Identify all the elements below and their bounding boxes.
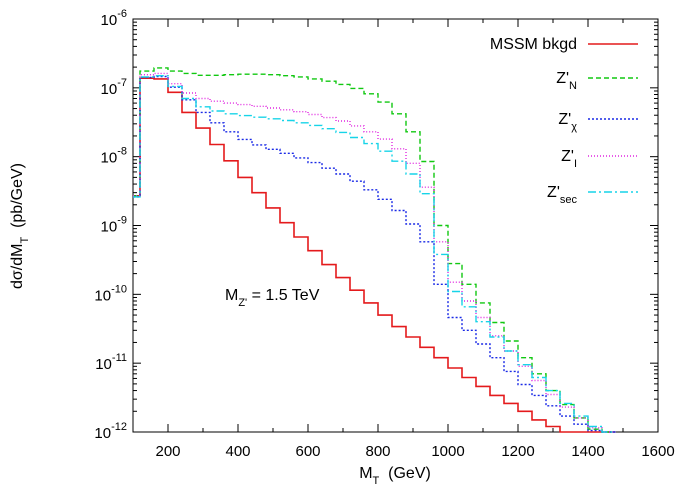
legend-label-sub: N: [569, 80, 577, 92]
mass-annotation-main: M: [225, 287, 238, 304]
legend-label-sub: χ: [571, 121, 577, 133]
legend-label: Z'sec: [547, 184, 577, 206]
legend-label-main: MSSM bkgd: [490, 36, 577, 53]
y-tick-exponent: -7: [117, 77, 127, 89]
x-tick-label: 1000: [431, 443, 464, 460]
y-tick-base: 10: [101, 81, 118, 98]
legend-label-main: Z': [547, 184, 560, 201]
y-tick-label: 10-8: [101, 146, 127, 167]
x-tick-label: 1200: [501, 443, 534, 460]
mass-annotation: MZ' = 1.5 TeV: [225, 287, 320, 309]
x-tick-label: 1600: [641, 443, 674, 460]
x-tick-labels: 200 400 600 800 1000 1200 1400 1600: [155, 443, 674, 460]
x-tick-label: 1400: [571, 443, 604, 460]
y-tick-base: 10: [101, 219, 118, 236]
y-axis-label-rest: (pb/GeV): [9, 163, 26, 237]
x-axis-label-sub: T: [373, 475, 380, 485]
series-line: [133, 72, 616, 433]
y-tick-label: 10-6: [101, 8, 127, 29]
legend-label-main: Z': [561, 148, 574, 165]
y-tick-exponent: -9: [117, 215, 127, 227]
y-tick-base: 10: [101, 12, 118, 29]
y-tick-label: 10-11: [95, 352, 127, 373]
y-axis-label-sub: T: [19, 237, 31, 244]
y-tick-label: 10-7: [101, 77, 127, 98]
legend-label: Z'χ: [558, 111, 577, 133]
x-tick-label: 200: [155, 443, 180, 460]
legend-label: MSSM bkgd: [490, 36, 577, 53]
y-tick-exponent: -12: [111, 421, 127, 433]
y-tick-exponent: -8: [117, 146, 127, 158]
series-line: [133, 77, 616, 433]
plot-frame: [132, 18, 659, 433]
x-axis-label-rest: (GeV): [379, 465, 431, 482]
y-tick-label: 10-12: [94, 421, 127, 442]
y-tick-base: 10: [94, 287, 111, 304]
y-tick-base: 10: [101, 150, 118, 167]
axis-ticks: [132, 19, 658, 432]
series-line: [133, 75, 616, 433]
legend-label-sub: sec: [560, 194, 578, 206]
mass-annotation-sub: Z': [238, 297, 247, 309]
legend-label-sub: I: [574, 158, 577, 170]
y-axis-label: dσ/dMT (pb/GeV): [9, 163, 31, 289]
x-tick-label: 600: [295, 443, 320, 460]
y-tick-label: 10-10: [94, 283, 127, 304]
y-tick-base: 10: [94, 425, 111, 442]
y-tick-exponent: -10: [111, 283, 127, 295]
series-layer: [133, 67, 616, 433]
series-line: [133, 75, 616, 433]
y-tick-label: 10-9: [101, 215, 127, 236]
x-axis-label: MT (GeV): [359, 465, 431, 485]
x-axis-label-main: M: [359, 465, 372, 482]
x-tick-label: 400: [225, 443, 250, 460]
y-tick-exponent: -6: [117, 8, 127, 20]
y-tick-base: 10: [95, 356, 112, 373]
legend-label: Z'N: [556, 70, 577, 92]
legend-label-main: Z': [558, 111, 571, 128]
x-tick-label: 800: [365, 443, 390, 460]
legend-label: Z'I: [561, 148, 577, 170]
y-tick-exponent: -11: [112, 352, 127, 364]
legend-label-main: Z': [556, 70, 569, 87]
y-axis-label-main: dσ/dM: [9, 244, 26, 289]
mass-annotation-rest: = 1.5 TeV: [247, 287, 320, 304]
